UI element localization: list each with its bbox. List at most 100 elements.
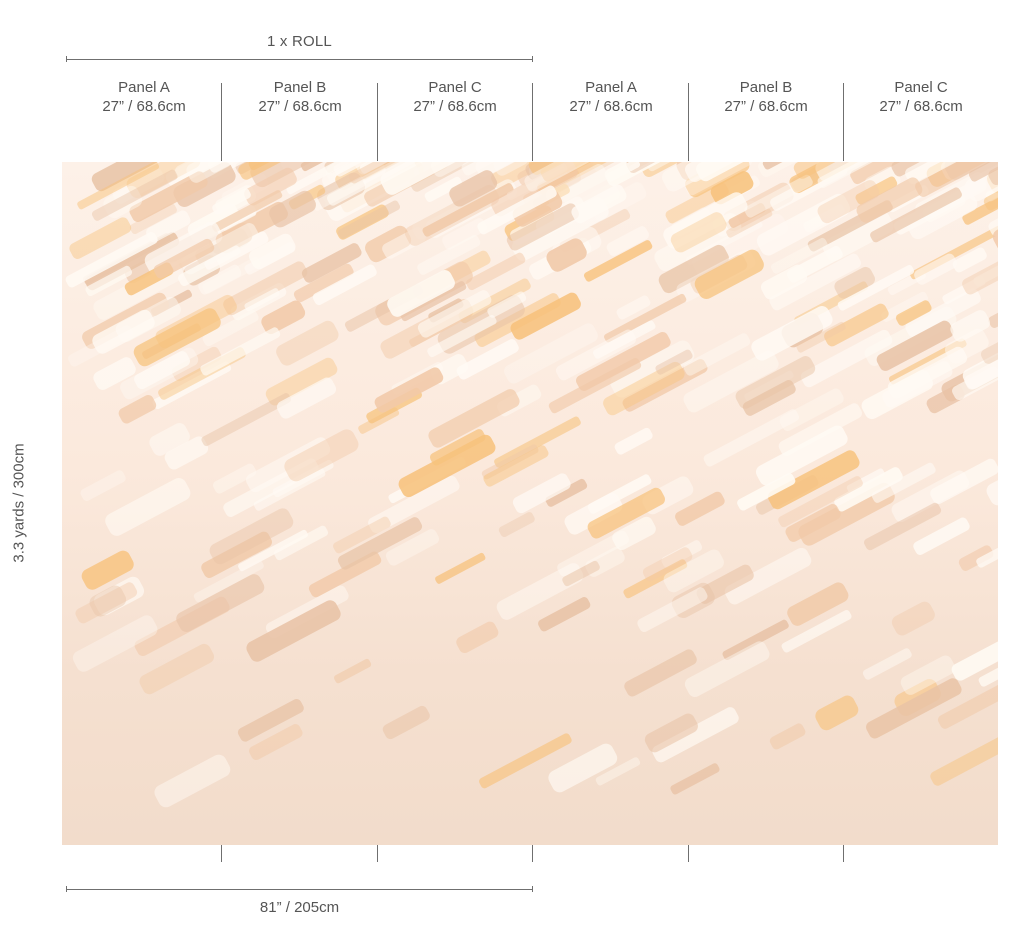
panel-size: 27” / 68.6cm: [724, 98, 808, 115]
brush-stroke: [153, 238, 215, 279]
brush-stroke: [293, 263, 354, 303]
brush-stroke: [129, 203, 177, 235]
brush-stroke: [94, 576, 145, 616]
brush-stroke: [368, 475, 460, 534]
brush-stroke: [81, 550, 134, 590]
brush-stroke: [710, 171, 754, 205]
brush-stroke: [824, 303, 889, 347]
brush-stroke: [301, 243, 362, 283]
panel-separator-top: [377, 83, 378, 161]
brush-stroke: [269, 190, 316, 228]
width-dimension-cap-left: [66, 886, 67, 892]
brush-stroke: [751, 306, 833, 361]
brush-stroke: [658, 244, 729, 294]
brush-stroke: [585, 546, 625, 577]
panel-label-6: Panel C 27” / 68.6cm: [843, 78, 999, 116]
brush-stroke: [209, 508, 294, 565]
brush-stroke: [139, 643, 214, 695]
brush-stroke: [684, 641, 770, 698]
brush-stroke: [75, 582, 138, 624]
brush-stroke: [587, 487, 665, 539]
brush-stroke: [165, 162, 230, 187]
brush-stroke: [614, 427, 653, 455]
brush-stroke: [583, 240, 653, 282]
width-dimension-cap-right: [532, 886, 533, 892]
brush-stroke: [605, 162, 641, 182]
brush-stroke: [129, 171, 208, 222]
brush-stroke: [622, 359, 708, 412]
brush-stroke: [968, 162, 998, 182]
brush-stroke: [822, 211, 894, 262]
brush-stroke: [937, 677, 998, 729]
brush-stroke: [300, 162, 340, 172]
brush-stroke: [616, 295, 651, 320]
brush-stroke: [837, 265, 915, 311]
brush-stroke: [612, 516, 656, 551]
brush-stroke: [846, 468, 885, 493]
brush-stroke: [385, 529, 440, 566]
brush-stroke: [900, 655, 956, 695]
brush-stroke: [223, 261, 308, 316]
brush-stroke: [958, 545, 994, 571]
brush-stroke: [546, 238, 587, 272]
brush-stroke: [103, 185, 143, 219]
brush-stroke: [671, 207, 712, 237]
brush-stroke: [458, 278, 531, 324]
brush-stroke: [662, 162, 754, 192]
brush-stroke: [760, 264, 808, 300]
brush-stroke: [862, 648, 912, 680]
brush-stroke: [491, 162, 581, 189]
brush-stroke: [417, 290, 492, 338]
brush-stroke: [164, 436, 209, 470]
panel-name: Panel A: [118, 79, 170, 96]
brush-stroke: [504, 323, 598, 384]
brush-stroke: [595, 757, 641, 786]
panel-separator-bottom: [532, 845, 533, 862]
brush-stroke: [456, 339, 519, 380]
brush-stroke: [359, 162, 418, 174]
brush-stroke: [483, 445, 549, 487]
brush-stroke: [815, 695, 859, 731]
brush-stroke: [387, 270, 455, 317]
brush-stroke-pattern: [65, 162, 998, 808]
brush-stroke: [694, 249, 764, 299]
brush-stroke: [238, 162, 332, 180]
brush-stroke: [871, 462, 936, 503]
brush-stroke: [181, 223, 259, 275]
brush-stroke: [284, 429, 359, 482]
brush-stroke: [152, 361, 232, 410]
brush-stroke: [646, 162, 696, 172]
brush-stroke: [675, 491, 725, 526]
brush-stroke: [942, 276, 986, 305]
brush-stroke: [461, 162, 543, 176]
brush-stroke: [274, 525, 329, 561]
brush-stroke: [864, 502, 942, 551]
brush-stroke: [988, 303, 998, 328]
brush-stroke: [876, 320, 954, 371]
brush-stroke: [548, 743, 618, 793]
brush-stroke: [834, 467, 903, 512]
brush-stroke: [498, 512, 535, 538]
brush-stroke: [742, 380, 796, 416]
brush-stroke: [512, 473, 571, 514]
brush-stroke: [834, 266, 875, 299]
brush-stroke: [951, 623, 998, 681]
brush-stroke: [481, 444, 539, 480]
brush-stroke: [983, 182, 998, 211]
panel-name: Panel C: [894, 79, 948, 96]
brush-stroke: [337, 200, 401, 239]
brush-stroke: [663, 549, 724, 593]
brush-stroke: [493, 162, 529, 176]
brush-stroke: [89, 585, 127, 617]
brush-stroke: [308, 551, 382, 598]
brush-stroke: [637, 587, 708, 633]
brush-stroke: [564, 492, 623, 535]
brush-stroke: [358, 407, 400, 434]
brush-stroke: [72, 615, 158, 672]
panel-separator-top: [532, 83, 533, 161]
brush-stroke: [670, 763, 720, 795]
panel-separator-bottom: [377, 845, 378, 862]
brush-stroke: [474, 293, 561, 347]
brush-stroke: [244, 167, 297, 206]
brush-stroke: [494, 416, 581, 468]
